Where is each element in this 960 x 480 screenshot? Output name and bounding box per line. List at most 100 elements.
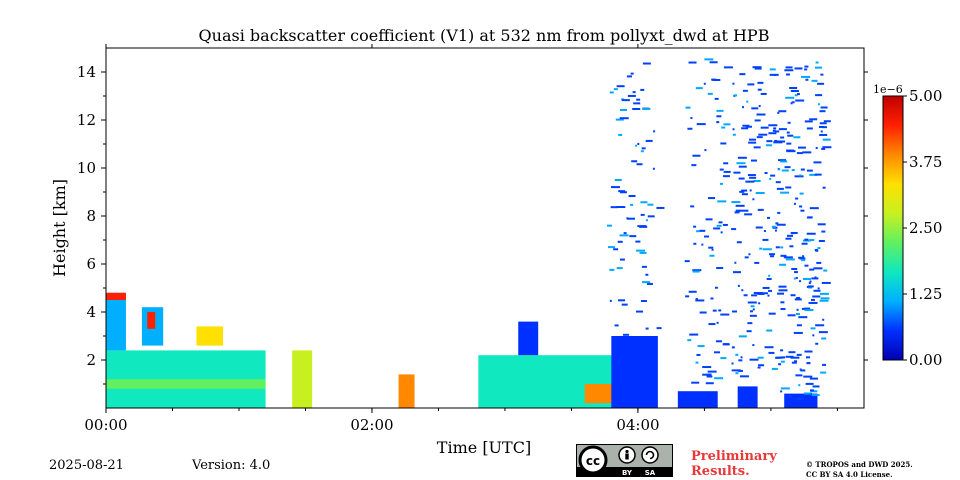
noise-speck — [716, 115, 722, 118]
y-tick-label: 10 — [77, 159, 96, 177]
heatmap-cell-plume-b-core — [147, 312, 156, 329]
noise-speck — [768, 124, 778, 127]
noise-speck — [768, 289, 773, 292]
noise-speck — [805, 382, 814, 385]
noise-speck — [732, 310, 738, 313]
x-tick-label: 02:00 — [350, 416, 393, 434]
noise-speck — [723, 170, 731, 173]
noise-speck — [736, 241, 742, 244]
noise-speck — [768, 351, 775, 354]
noise-speck — [777, 292, 785, 295]
noise-speck — [790, 89, 799, 92]
noise-speck — [796, 308, 799, 311]
noise-speck — [788, 351, 796, 354]
noise-speck — [722, 343, 730, 346]
noise-speck — [645, 273, 649, 276]
noise-speck — [819, 299, 829, 302]
noise-speck — [768, 132, 777, 135]
noise-speck — [745, 125, 752, 128]
noise-speck — [762, 248, 772, 251]
noise-speck — [786, 149, 795, 152]
noise-speck — [786, 234, 793, 237]
noise-speck — [795, 197, 799, 200]
noise-speck — [787, 134, 794, 137]
noise-speck — [772, 226, 778, 229]
heatmap-cell-tower-f — [518, 321, 539, 356]
footer-version: Version: 4.0 — [192, 458, 271, 473]
noise-speck — [628, 195, 636, 198]
noise-speck — [635, 240, 641, 243]
noise-speck — [731, 369, 741, 372]
noise-speck — [762, 238, 769, 241]
noise-speck — [793, 277, 796, 280]
noise-speck — [814, 248, 818, 251]
cc-license-badge[interactable]: cc BY SA — [576, 444, 673, 477]
noise-speck — [756, 136, 763, 139]
noise-speck — [754, 67, 762, 70]
noise-speck — [819, 133, 828, 136]
noise-speck — [809, 389, 814, 392]
noise-speck — [815, 342, 819, 345]
chart-title: Quasi backscatter coefficient (V1) at 53… — [199, 26, 770, 45]
noise-speck — [716, 267, 724, 270]
noise-speck — [809, 268, 815, 271]
noise-speck — [616, 85, 625, 88]
noise-speck — [710, 297, 714, 300]
noise-speck — [798, 384, 801, 387]
noise-speck — [647, 215, 655, 218]
noise-speck — [777, 111, 780, 114]
noise-speck — [642, 62, 651, 65]
attribution-person-body — [625, 453, 629, 460]
noise-speck — [695, 299, 705, 302]
noise-speck — [800, 369, 806, 372]
noise-speck — [787, 314, 796, 317]
noise-speck — [805, 356, 810, 359]
noise-speck — [804, 264, 809, 267]
noise-speck — [645, 219, 648, 222]
noise-speck — [740, 356, 743, 359]
noise-speck — [685, 295, 690, 298]
noise-speck — [789, 245, 794, 248]
noise-speck — [708, 246, 714, 249]
noise-speck — [793, 271, 798, 274]
noise-speck — [776, 187, 784, 190]
heatmap-cell-strip-d — [292, 350, 313, 408]
y-tick-label: 8 — [86, 207, 96, 225]
noise-speck — [821, 126, 827, 129]
noise-speck — [746, 100, 749, 103]
colorbar-tick-label: 0.00 — [909, 351, 942, 369]
noise-speck — [801, 259, 806, 262]
noise-speck — [780, 191, 790, 194]
noise-speck — [790, 102, 793, 105]
noise-speck — [741, 193, 748, 196]
noise-speck — [731, 346, 735, 349]
copyright-line-2: CC BY SA 4.0 License. — [806, 470, 893, 479]
x-axis: 00:00 02:00 04:00 — [84, 44, 838, 434]
colorbar-tick-label: 2.50 — [909, 219, 942, 237]
noise-speck — [820, 130, 823, 133]
noise-speck — [749, 176, 757, 179]
noise-speck — [636, 98, 641, 101]
noise-speck — [620, 109, 628, 112]
noise-speck — [747, 322, 753, 325]
noise-speck — [809, 280, 812, 283]
noise-speck — [813, 267, 823, 270]
noise-speck — [785, 66, 793, 69]
noise-speck — [778, 289, 788, 292]
noise-speck — [723, 162, 729, 165]
noise-speck — [762, 286, 770, 289]
noise-speck — [800, 209, 805, 212]
noise-speck — [819, 110, 826, 113]
noise-speck — [803, 375, 813, 378]
noise-speck — [723, 66, 733, 69]
noise-speck — [751, 107, 759, 110]
noise-speck — [776, 356, 784, 359]
noise-speck — [821, 337, 827, 340]
noise-speck — [790, 356, 800, 359]
noise-speck — [621, 303, 628, 306]
noise-speck — [775, 246, 780, 249]
noise-speck — [719, 182, 723, 185]
noise-speck — [619, 117, 629, 120]
colorbar: 1e−6 0.00 1.25 2.50 3.75 5.00 — [873, 83, 942, 369]
noise-speck — [749, 310, 753, 313]
